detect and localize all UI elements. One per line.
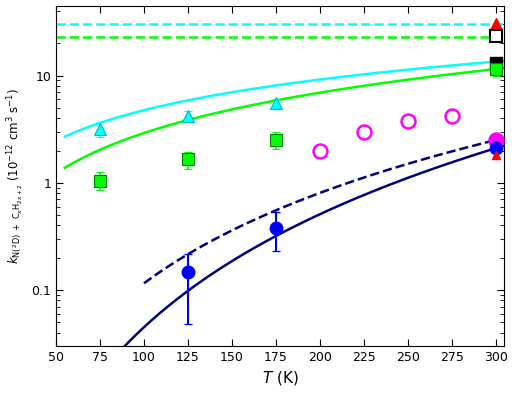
X-axis label: $T$ (K): $T$ (K) bbox=[262, 369, 299, 387]
Y-axis label: $k_{\mathrm{N(^2D)\ +\ C_{\it{x}}H_{2{\it{x}}+2}}}$ $(10^{-12}\ \mathrm{cm^3\ s^: $k_{\mathrm{N(^2D)\ +\ C_{\it{x}}H_{2{\i… bbox=[6, 88, 26, 264]
